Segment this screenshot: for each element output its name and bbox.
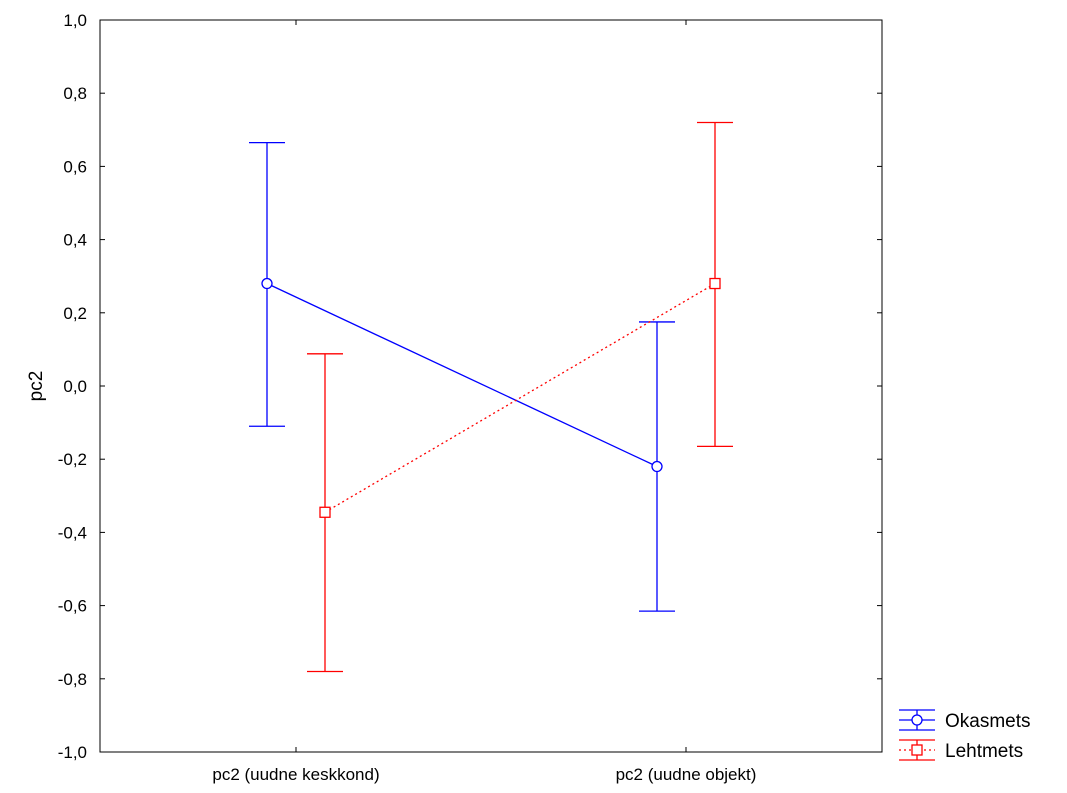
y-tick-label: 0,0 — [63, 377, 87, 396]
y-tick-label: 0,2 — [63, 304, 87, 323]
legend-label: Okasmets — [945, 711, 1031, 732]
series-layer — [249, 121, 733, 673]
series-okasmets — [249, 141, 675, 612]
y-axis: 1,0 0,8 0,6 0,4 0,2 0,0 -0,2 -0,4 -0,6 -0,8 -1,0 — [58, 11, 882, 762]
data-point — [319, 506, 331, 518]
y-axis-title: pc2 — [26, 371, 47, 402]
x-axis: pc2 (uudne keskkond) pc2 (uudne objekt) — [212, 20, 756, 784]
legend-item: Okasmets — [899, 709, 1031, 732]
legend-label: Lehtmets — [945, 741, 1023, 762]
plot-frame — [99, 19, 883, 753]
y-tick-label: 1,0 — [63, 11, 87, 30]
legend-item: Lehtmets — [899, 739, 1023, 762]
y-tick-label: 0,8 — [63, 84, 87, 103]
legend-marker — [911, 714, 923, 726]
y-tick-label: 0,4 — [63, 231, 87, 250]
y-tick-label: -0,2 — [58, 450, 87, 469]
data-point — [261, 277, 273, 290]
x-category-label: pc2 (uudne keskkond) — [212, 765, 379, 784]
legend-marker — [911, 744, 923, 756]
series-lehtmets — [307, 121, 733, 673]
y-tick-label: -0,6 — [58, 597, 87, 616]
data-point — [709, 277, 721, 290]
series-line — [324, 282, 716, 513]
y-tick-label: -1,0 — [58, 743, 87, 762]
y-tick-label: 0,6 — [63, 157, 87, 176]
y-tick-label: -0,4 — [58, 523, 87, 542]
data-point — [651, 460, 663, 473]
series-line — [266, 282, 658, 468]
legend: Okasmets Lehtmets — [899, 709, 1031, 762]
y-tick-label: -0,8 — [58, 670, 87, 689]
x-category-label: pc2 (uudne objekt) — [616, 765, 757, 784]
